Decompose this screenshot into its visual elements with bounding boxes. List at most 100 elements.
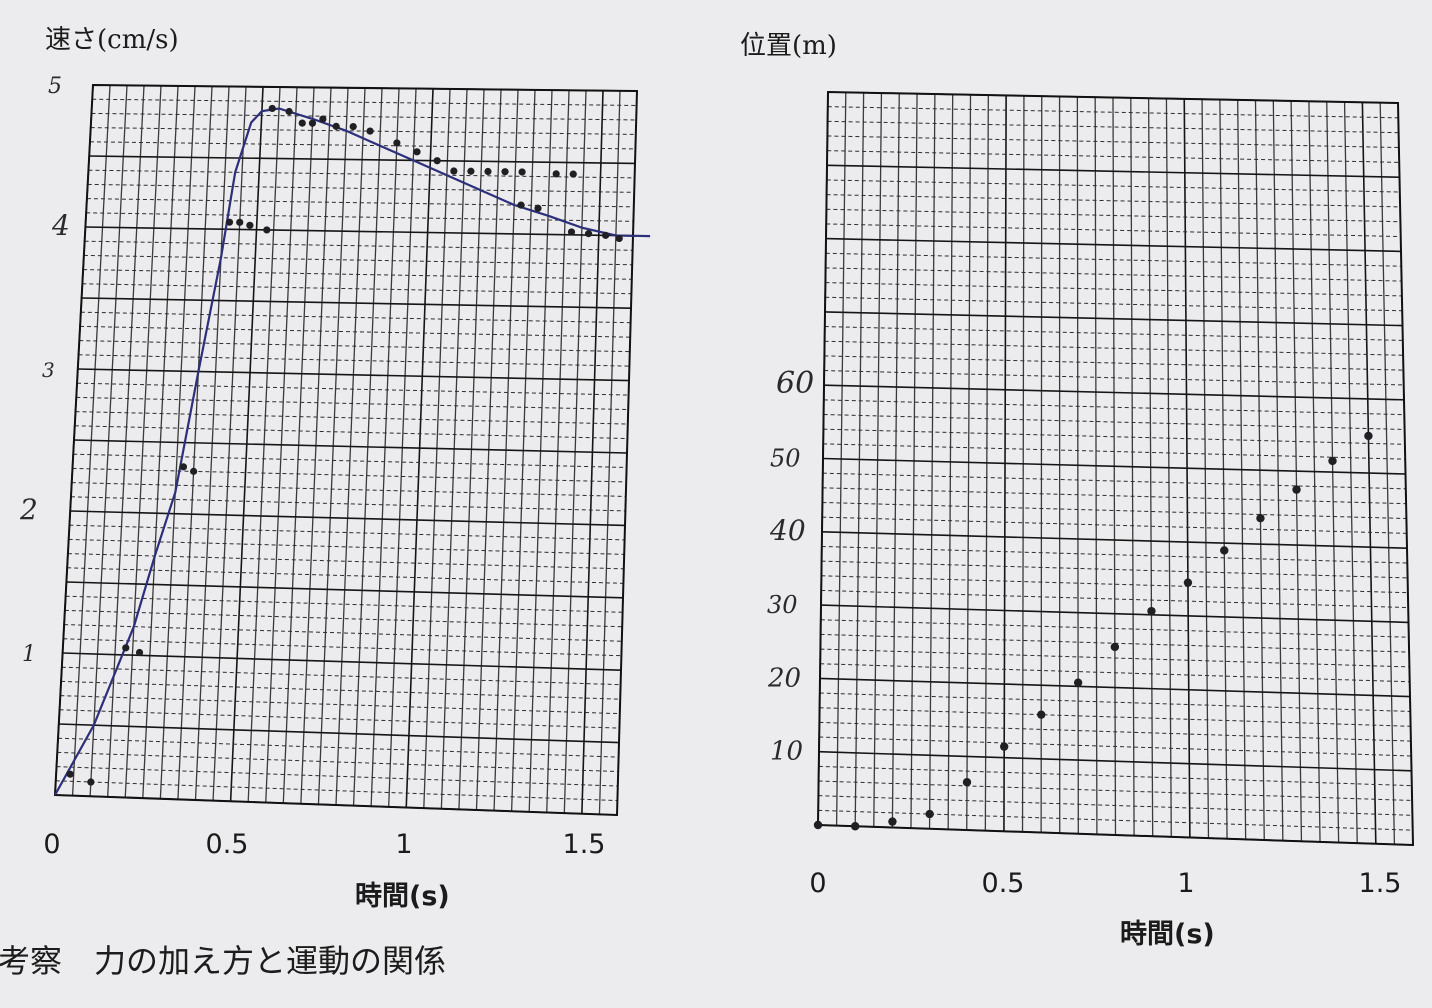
grid-line-horizontal xyxy=(827,135,1399,149)
grid-line-horizontal xyxy=(63,638,622,657)
data-point xyxy=(467,167,475,175)
x-tick-label: 1.5 xyxy=(1359,868,1402,899)
x-tick-label: 1 xyxy=(1177,868,1194,899)
grid-line-horizontal xyxy=(826,208,1401,223)
data-point xyxy=(122,644,130,652)
grid-line-horizontal xyxy=(818,765,1412,787)
data-point xyxy=(1328,456,1337,466)
grid-line-horizontal xyxy=(84,240,633,251)
data-point xyxy=(298,119,306,127)
data-point xyxy=(1183,578,1193,587)
grid-line-horizontal xyxy=(61,680,621,700)
data-point xyxy=(268,104,276,113)
data-point xyxy=(501,168,509,176)
data-point xyxy=(850,822,860,831)
data-point xyxy=(888,817,897,826)
y-tick-label-handwritten: 40 xyxy=(769,514,806,547)
data-point xyxy=(319,115,327,123)
grid-line-horizontal xyxy=(820,648,1410,668)
grid-line-horizontal xyxy=(823,428,1405,445)
grid-line-horizontal xyxy=(819,677,1411,698)
data-point xyxy=(484,167,492,176)
grid-line-horizontal xyxy=(818,809,1413,831)
data-point xyxy=(190,467,198,475)
data-point xyxy=(518,168,526,176)
grid-line-horizontal xyxy=(818,780,1413,801)
grid-line-horizontal xyxy=(825,296,1403,312)
data-point xyxy=(813,820,823,830)
grid-line-horizontal xyxy=(79,340,630,353)
grid-line-horizontal xyxy=(82,283,632,295)
data-point xyxy=(433,157,441,165)
grid-line-horizontal xyxy=(85,226,634,237)
grid-line-horizontal xyxy=(825,252,1402,267)
grid-line-horizontal xyxy=(827,150,1400,163)
grid-line-horizontal xyxy=(822,472,1406,490)
grid-line-horizontal xyxy=(65,595,623,613)
grid-line-horizontal xyxy=(823,443,1406,460)
x-tick-label: 1 xyxy=(395,829,412,860)
grid-line-horizontal xyxy=(55,780,618,802)
grid-line-horizontal xyxy=(61,666,621,686)
grid-line-horizontal xyxy=(71,482,626,497)
y-tick-label-handwritten: 20 xyxy=(767,663,801,693)
data-point xyxy=(1147,606,1156,616)
data-point xyxy=(1292,485,1301,494)
grid-line-horizontal xyxy=(62,652,622,671)
grid-line-horizontal xyxy=(59,709,620,729)
grid-line-horizontal xyxy=(89,155,636,165)
data-point xyxy=(332,122,340,130)
grid-line-horizontal xyxy=(824,355,1404,371)
grid-line-horizontal xyxy=(826,194,1401,208)
grid-line-horizontal xyxy=(81,297,632,309)
data-point xyxy=(962,778,972,787)
x-tick-label: 0.5 xyxy=(206,829,249,860)
grid-line-horizontal xyxy=(58,723,620,744)
data-point xyxy=(602,231,610,239)
data-point xyxy=(584,230,593,238)
data-point xyxy=(534,204,542,212)
data-point xyxy=(179,463,188,471)
grid-line-horizontal xyxy=(824,326,1403,341)
left-x-axis-label: 時間(s) xyxy=(355,881,450,912)
velocity-chart: 速さ(cm/s) 時間(s) 0 0.5 1 1.5 1 2 3 4 5 xyxy=(19,25,651,912)
y-tick-label-handwritten: 2 xyxy=(19,493,38,526)
data-point xyxy=(999,742,1009,751)
grid-line-horizontal xyxy=(83,254,633,266)
data-point xyxy=(1110,642,1120,652)
data-point xyxy=(517,201,525,209)
grid-line-horizontal xyxy=(67,553,624,570)
y-tick-label-handwritten: 30 xyxy=(767,591,798,619)
grid-line-horizontal xyxy=(825,237,1402,253)
grid-line-horizontal xyxy=(826,223,1401,238)
data-point xyxy=(925,809,934,819)
grid-line-horizontal xyxy=(80,311,631,324)
data-point xyxy=(135,648,144,657)
grid-line-horizontal xyxy=(70,496,626,512)
grid-line-horizontal xyxy=(822,457,1406,475)
grid-line-horizontal xyxy=(77,368,630,382)
grid-line-horizontal xyxy=(823,384,1405,401)
data-point xyxy=(1037,710,1046,719)
grid-line-horizontal xyxy=(57,751,619,773)
x-tick-label: 1.5 xyxy=(563,829,606,860)
y-tick-label-handwritten: 60 xyxy=(776,366,814,401)
data-point xyxy=(615,234,623,243)
data-point xyxy=(263,226,271,234)
grid-line-horizontal xyxy=(56,766,618,787)
data-point xyxy=(1256,514,1265,523)
grid-line-horizontal xyxy=(818,795,1413,816)
grid-line-horizontal xyxy=(69,524,625,541)
grid-line-horizontal xyxy=(819,721,1411,742)
grid-line-horizontal xyxy=(825,282,1402,297)
position-chart: 位置(m) 時間(s) 0 0.5 1 1.5 10 20 30 40 50 60 xyxy=(740,31,1415,950)
grid-line-horizontal xyxy=(73,439,628,454)
data-point xyxy=(349,122,357,131)
trend-curve xyxy=(54,107,651,796)
grid-line-horizontal xyxy=(819,736,1412,757)
grid-line-horizontal xyxy=(64,609,623,628)
data-point xyxy=(66,770,74,778)
data-point xyxy=(1364,431,1373,441)
